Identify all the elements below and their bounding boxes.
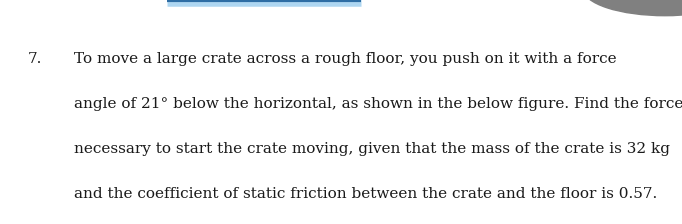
Text: necessary to start the crate moving, given that the mass of the crate is 32 kg: necessary to start the crate moving, giv… — [74, 142, 670, 156]
Text: To move a large crate across a rough floor, you push on it with a force: To move a large crate across a rough flo… — [74, 52, 621, 66]
Circle shape — [583, 0, 682, 16]
Text: and the coefficient of static friction between the crate and the floor is 0.57.: and the coefficient of static friction b… — [74, 187, 657, 201]
Text: angle of 21° below the horizontal, as shown in the below figure. Find the force: angle of 21° below the horizontal, as sh… — [74, 97, 682, 111]
Text: 7.: 7. — [27, 52, 42, 66]
